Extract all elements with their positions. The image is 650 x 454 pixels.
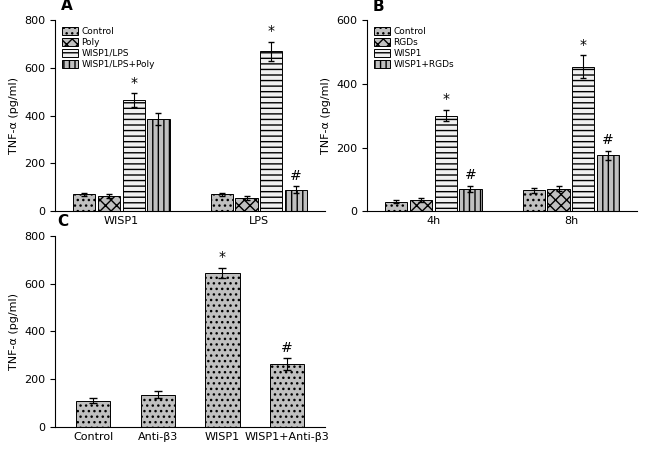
Text: #: # — [281, 340, 293, 355]
Bar — [410, 200, 432, 211]
Legend: Control, RGDs, WISP1, WISP1+RGDs: Control, RGDs, WISP1, WISP1+RGDs — [372, 25, 456, 70]
Text: *: * — [268, 25, 275, 38]
Bar — [270, 364, 304, 427]
Text: *: * — [580, 38, 587, 52]
Y-axis label: TNF-α (pg/ml): TNF-α (pg/ml) — [9, 77, 19, 154]
Text: B: B — [372, 0, 384, 14]
Bar — [73, 194, 96, 211]
Text: *: * — [442, 92, 449, 106]
Y-axis label: TNF-α (pg/ml): TNF-α (pg/ml) — [9, 293, 19, 370]
Bar — [385, 202, 408, 211]
Bar — [460, 189, 482, 211]
Bar — [572, 66, 595, 211]
Bar — [211, 194, 233, 211]
Bar — [123, 100, 145, 211]
Bar — [435, 116, 457, 211]
Text: A: A — [60, 0, 73, 13]
Bar — [260, 51, 283, 211]
Text: #: # — [602, 133, 614, 147]
Bar — [98, 196, 120, 211]
Y-axis label: TNF-α (pg/ml): TNF-α (pg/ml) — [321, 77, 331, 154]
Text: #: # — [465, 168, 476, 182]
Bar — [76, 400, 111, 427]
Text: C: C — [58, 214, 69, 229]
Bar — [285, 190, 307, 211]
Bar — [523, 190, 545, 211]
Text: *: * — [130, 75, 137, 89]
Bar — [597, 155, 619, 211]
Bar — [141, 395, 175, 427]
Bar — [235, 198, 257, 211]
Text: *: * — [219, 250, 226, 264]
Text: #: # — [290, 168, 302, 183]
Bar — [547, 189, 569, 211]
Bar — [205, 273, 239, 427]
Bar — [148, 119, 170, 211]
Legend: Control, Poly, WISP1/LPS, WISP1/LPS+Poly: Control, Poly, WISP1/LPS, WISP1/LPS+Poly — [60, 25, 157, 70]
